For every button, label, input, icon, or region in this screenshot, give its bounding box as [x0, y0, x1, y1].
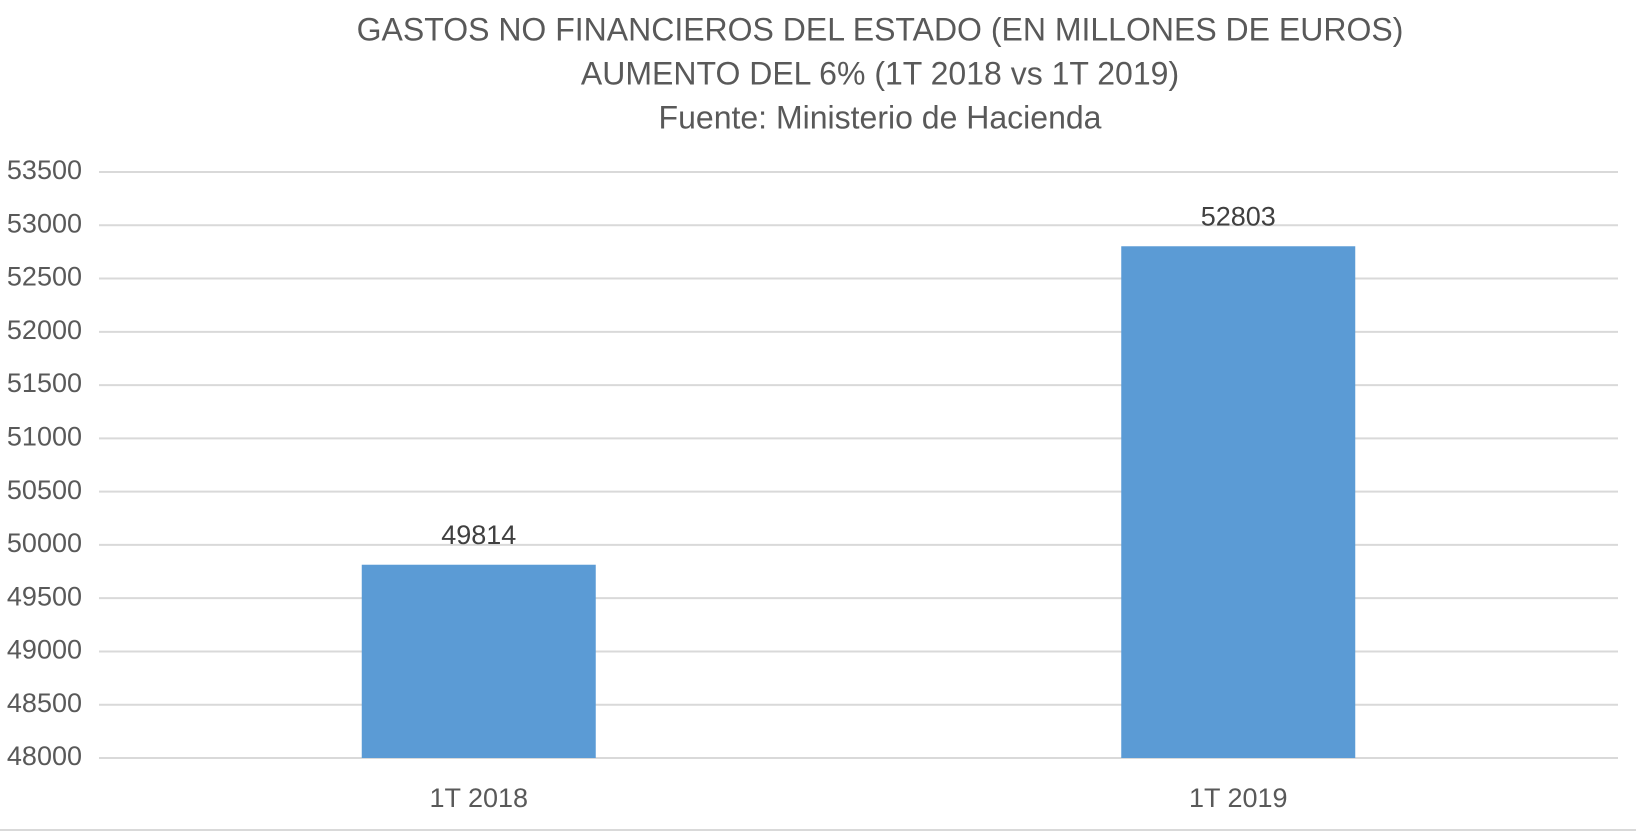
- bar: [361, 564, 596, 758]
- chart-subtitle: AUMENTO DEL 6% (1T 2018 vs 1T 2019): [581, 55, 1179, 91]
- chart-title: GASTOS NO FINANCIEROS DEL ESTADO (EN MIL…: [357, 11, 1404, 47]
- y-tick-label: 52500: [7, 262, 82, 292]
- x-tick-label: 1T 2019: [1189, 783, 1288, 813]
- y-tick-label: 50000: [7, 528, 82, 558]
- bar: [1121, 246, 1356, 758]
- y-tick-label: 51000: [7, 421, 82, 451]
- y-tick-label: 48000: [7, 741, 82, 771]
- y-tick-label: 49500: [7, 581, 82, 611]
- y-tick-label: 53500: [7, 155, 82, 185]
- data-label: 52803: [1201, 201, 1276, 231]
- y-tick-label: 53000: [7, 208, 82, 238]
- data-label: 49814: [441, 520, 516, 550]
- y-tick-label: 49000: [7, 635, 82, 665]
- chart-source: Fuente: Ministerio de Hacienda: [659, 99, 1102, 135]
- y-tick-label: 50500: [7, 475, 82, 505]
- y-tick-label: 48500: [7, 688, 82, 718]
- y-tick-label: 52000: [7, 315, 82, 345]
- x-tick-label: 1T 2018: [429, 783, 528, 813]
- y-tick-label: 51500: [7, 368, 82, 398]
